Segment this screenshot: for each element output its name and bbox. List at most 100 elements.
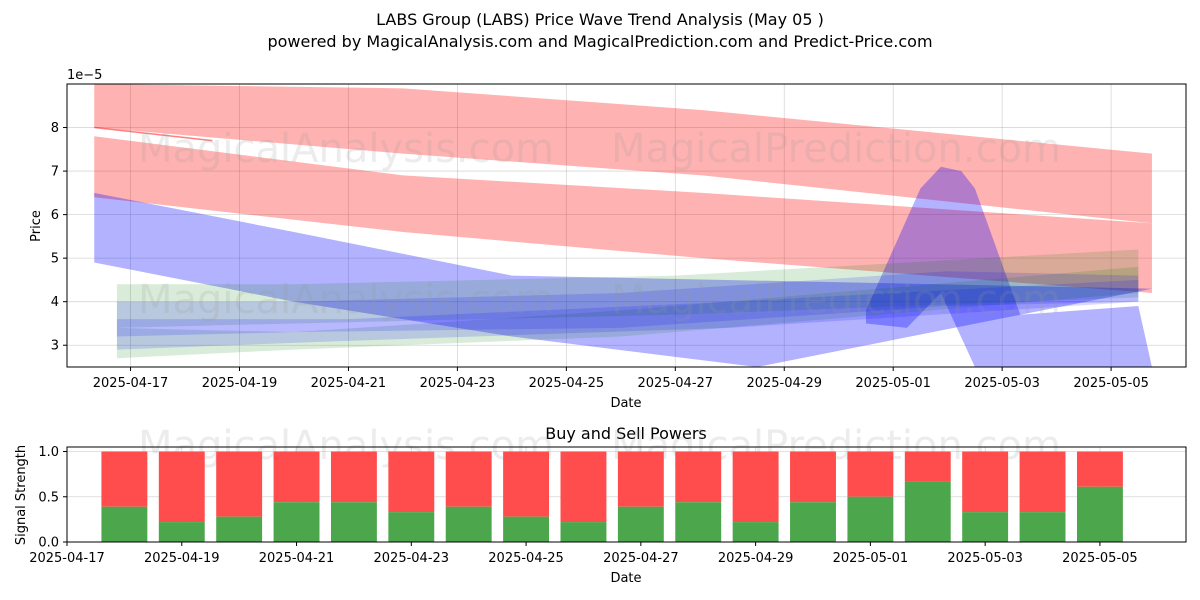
sell-power-bar [675, 451, 722, 503]
y-offset-label: 1e−5 [67, 68, 102, 83]
sell-power-bar [273, 451, 320, 503]
sell-power-bar [847, 451, 894, 497]
wave-band-blue [94, 192, 1152, 367]
sell-power-bar [101, 451, 148, 507]
chart-subtitle: powered by MagicalAnalysis.com and Magic… [267, 32, 932, 51]
signal-x-ticks: 2025-04-17 2025-04-19 2025-04-21 2025-04-23… [29, 542, 1138, 566]
y-tick-label: 7 [51, 165, 59, 180]
y-tick-label: 0.5 [38, 490, 59, 505]
wave-band-red [94, 136, 1152, 293]
trend-line [94, 126, 213, 142]
sell-power-bar [158, 451, 205, 523]
signal-x-axis-label: Date [610, 571, 641, 586]
y-tick-label: 0.0 [38, 536, 59, 551]
buy-power-bar [675, 502, 722, 542]
signal-panel: Buy and Sell Powers MagicalAnalysis.com … [14, 423, 1187, 586]
x-tick-label: 2025-04-19 [144, 551, 220, 566]
x-tick-label: 2025-05-03 [964, 376, 1040, 391]
sell-power-bar [445, 451, 492, 507]
buy-power-bar [560, 522, 607, 542]
sell-power-bar [330, 451, 377, 503]
buy-power-bar [216, 516, 263, 542]
wave-band-red [94, 84, 1152, 224]
watermark: MagicalAnalysis.com [138, 277, 554, 323]
x-tick-label: 2025-04-27 [638, 376, 714, 391]
price-y-ticks: 3 4 5 6 7 8 [51, 121, 67, 354]
y-tick-label: 3 [51, 339, 59, 354]
buy-power-bar [962, 512, 1009, 542]
wave-band-green [116, 249, 1139, 328]
x-tick-label: 2025-04-23 [420, 376, 496, 391]
signal-plot-frame [66, 446, 1187, 543]
price-grid [67, 84, 1186, 367]
sell-power-bar [216, 451, 263, 517]
buy-power-bar [904, 481, 951, 542]
buy-power-bar [158, 522, 205, 542]
y-tick-label: 1.0 [38, 445, 59, 460]
x-tick-label: 2025-05-01 [855, 376, 931, 391]
buy-power-bar [330, 502, 377, 542]
sell-power-bar [962, 451, 1009, 513]
sell-power-bar [503, 451, 550, 517]
signal-y-axis-label: Signal Strength [14, 445, 29, 545]
buy-power-bar [273, 502, 320, 542]
x-tick-label: 2025-05-05 [1073, 376, 1149, 391]
signal-chart-title: Buy and Sell Powers [545, 424, 707, 443]
y-tick-label: 4 [51, 295, 59, 310]
x-tick-label: 2025-05-03 [947, 551, 1023, 566]
price-watermarks: MagicalAnalysis.com MagicalPrediction.co… [138, 126, 1061, 323]
buy-power-bar [503, 516, 550, 542]
x-tick-label: 2025-04-23 [374, 551, 450, 566]
x-tick-label: 2025-05-01 [833, 551, 909, 566]
watermark: MagicalPrediction.com [611, 126, 1061, 172]
y-tick-label: 5 [51, 252, 59, 267]
price-bands [94, 84, 1152, 367]
sell-power-bar [388, 451, 435, 513]
sell-power-bar [904, 451, 951, 482]
x-tick-label: 2025-04-21 [259, 551, 335, 566]
sell-power-bar [1076, 451, 1123, 487]
x-tick-label: 2025-04-27 [603, 551, 679, 566]
wave-band-blue [116, 271, 1139, 337]
price-y-axis-label: Price [29, 210, 44, 242]
buy-power-bar [790, 502, 836, 542]
x-tick-label: 2025-04-17 [93, 376, 169, 391]
price-panel: MagicalAnalysis.com MagicalPrediction.co… [29, 68, 1187, 411]
wave-band-green [116, 266, 1139, 359]
x-tick-label: 2025-04-25 [529, 376, 605, 391]
x-tick-label: 2025-04-29 [718, 551, 794, 566]
signal-y-ticks: 0.0 0.5 1.0 [38, 445, 67, 551]
buy-power-bar [445, 506, 492, 542]
buy-power-bar [101, 506, 148, 542]
x-tick-label: 2025-04-19 [202, 376, 278, 391]
x-tick-label: 2025-05-05 [1062, 551, 1138, 566]
signal-bars [101, 451, 1123, 542]
sell-power-bar [617, 451, 664, 507]
sell-power-bar [1019, 451, 1066, 513]
buy-power-bar [1019, 512, 1066, 542]
wave-band-blue [865, 166, 1152, 367]
x-tick-label: 2025-04-17 [29, 551, 105, 566]
x-tick-label: 2025-04-21 [311, 376, 387, 391]
wave-band-blue [116, 279, 1139, 350]
buy-power-bar [732, 522, 779, 542]
chart-title: LABS Group (LABS) Price Wave Trend Analy… [376, 10, 824, 29]
watermark: MagicalPrediction.com [611, 277, 1061, 323]
buy-power-bar [1076, 486, 1123, 542]
y-tick-label: 8 [51, 121, 59, 136]
buy-power-bar [617, 506, 664, 542]
y-tick-label: 6 [51, 208, 59, 223]
buy-power-bar [847, 496, 894, 542]
price-x-axis-label: Date [610, 396, 641, 411]
x-tick-label: 2025-04-29 [746, 376, 822, 391]
price-plot-frame [66, 83, 1187, 368]
buy-power-bar [388, 512, 435, 542]
price-x-ticks: 2025-04-17 2025-04-19 2025-04-21 2025-04-23… [93, 367, 1149, 391]
watermark: MagicalAnalysis.com [138, 126, 554, 172]
sell-power-bar [560, 451, 607, 523]
x-tick-label: 2025-04-25 [488, 551, 564, 566]
sell-power-bar [732, 451, 779, 523]
sell-power-bar [790, 451, 836, 503]
